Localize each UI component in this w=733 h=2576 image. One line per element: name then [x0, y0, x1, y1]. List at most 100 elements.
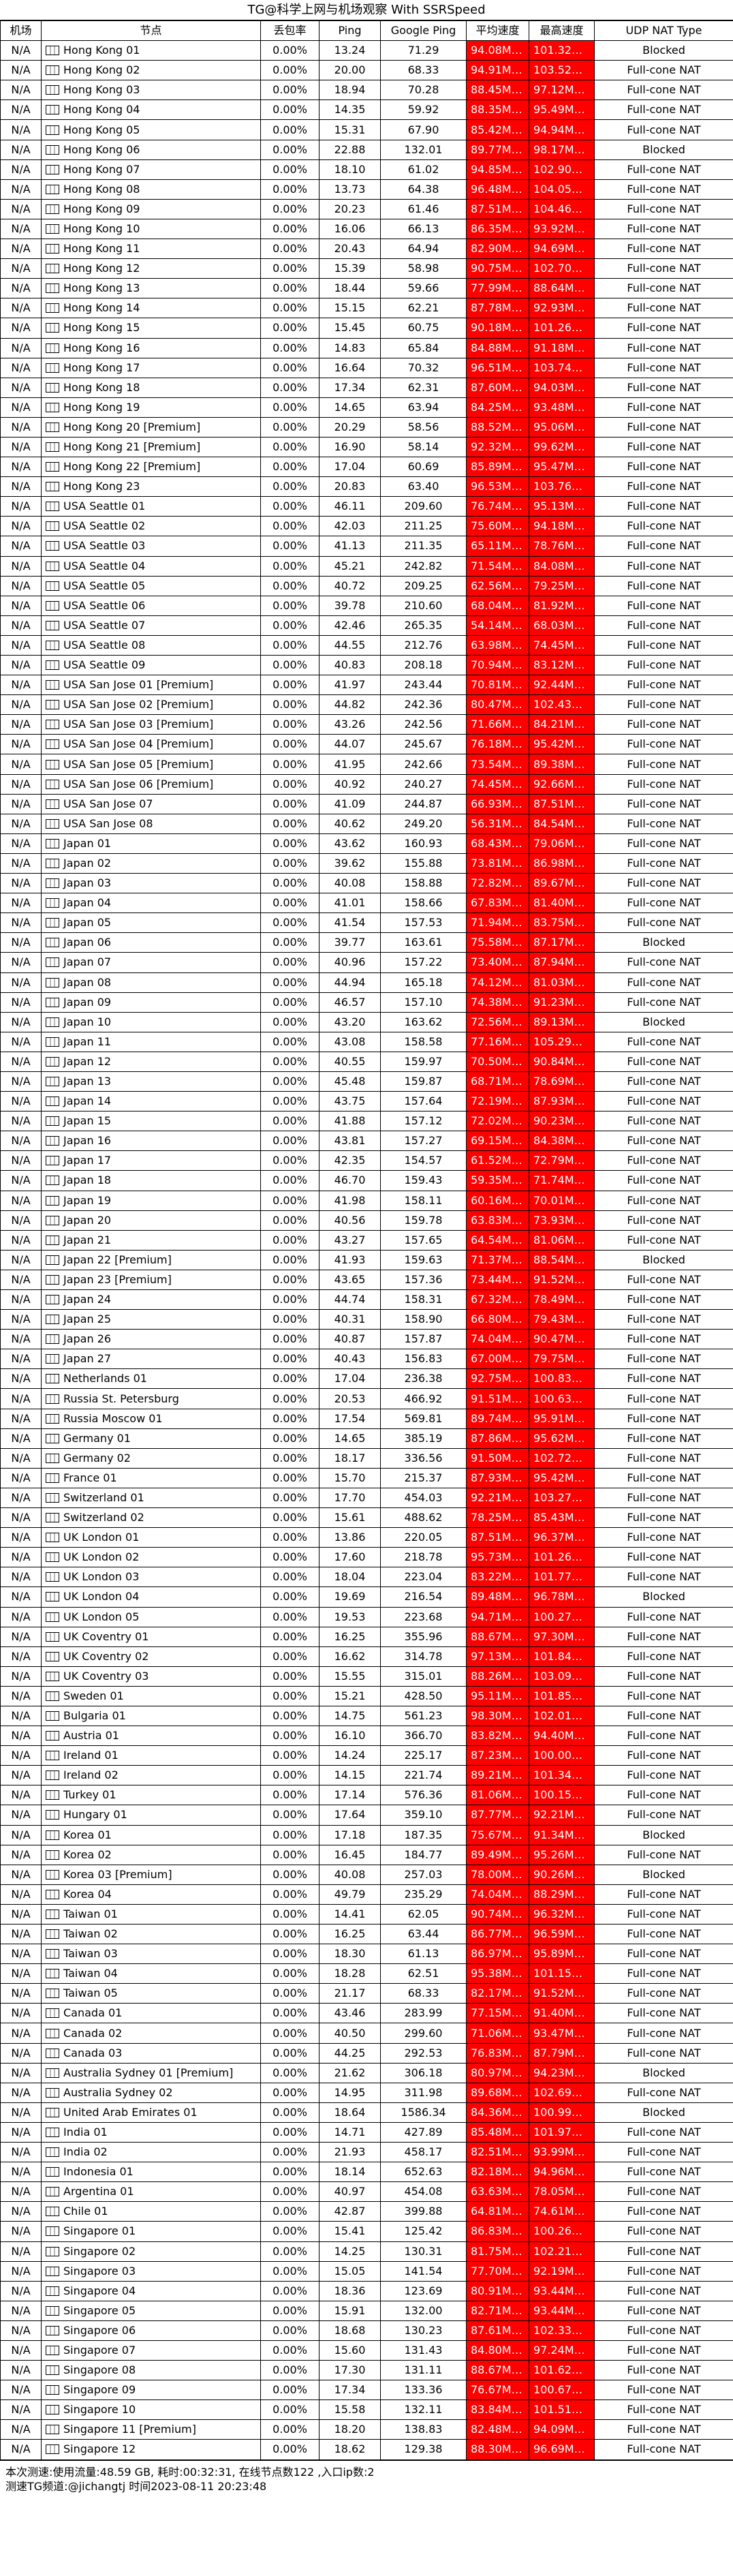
ping-cell: 17.34	[319, 377, 381, 398]
table-row: N/A USA Seattle 01 0.00% 46.11 209.60 76.74MB…	[0, 496, 733, 517]
google-ping-cell: 243.44	[380, 675, 467, 696]
max-speed-cell: 100.27MB/s	[529, 1606, 595, 1627]
udp-nat-type-cell: Full-cone NAT	[594, 1309, 733, 1330]
flag-icon	[46, 1215, 59, 1225]
airport-cell: N/A	[0, 1864, 42, 1885]
flag-icon	[46, 85, 59, 95]
google-ping-cell: 212.76	[380, 634, 467, 656]
flag-icon	[46, 977, 59, 987]
node-label: Hong Kong 11	[63, 242, 140, 256]
loss-cell: 0.00%	[260, 2419, 319, 2440]
table-row: N/A Singapore 12 0.00% 18.62 129.38 88.30MB/s…	[0, 2439, 733, 2460]
flag-icon	[46, 1116, 59, 1126]
avg-speed-cell: 83.84MB/s	[466, 2399, 529, 2421]
node-name: Hong Kong 18	[46, 382, 256, 393]
udp-nat-type-cell: Full-cone NAT	[594, 1408, 733, 1429]
node-label: UK London 01	[63, 1531, 140, 1544]
airport-cell: N/A	[0, 1150, 42, 1171]
node-name: Singapore 06	[46, 2325, 256, 2336]
udp-nat-type-cell: Full-cone NAT	[594, 1765, 733, 1786]
airport-cell: N/A	[0, 813, 42, 834]
table-row: N/A Hong Kong 16 0.00% 14.83 65.84 84.88MB/s 9…	[0, 337, 733, 358]
node-cell: Korea 04	[41, 1884, 261, 1905]
udp-nat-type-cell: Full-cone NAT	[594, 853, 733, 874]
loss-cell: 0.00%	[260, 2439, 319, 2460]
airport-cell: N/A	[0, 239, 42, 260]
flag-icon	[46, 1612, 59, 1622]
flag-icon	[46, 402, 59, 412]
node-label: USA San Jose 08	[63, 816, 153, 830]
flag-icon	[46, 2266, 59, 2276]
avg-speed-cell: 68.04MB/s	[466, 595, 529, 616]
node-name: Japan 15	[46, 1116, 256, 1126]
node-label: Japan 26	[63, 1332, 112, 1346]
node-cell: Hong Kong 20 [Premium]	[41, 416, 261, 438]
loss-cell: 0.00%	[260, 1685, 319, 1706]
udp-nat-type-cell: Full-cone NAT	[594, 1567, 733, 1588]
flag-icon	[46, 1473, 59, 1483]
table-row: N/A Hong Kong 22 [Premium] 0.00% 17.04 60.69…	[0, 457, 733, 478]
flag-icon	[46, 164, 59, 174]
flag-icon	[46, 600, 59, 611]
google-ping-cell: 466.92	[380, 1388, 467, 1409]
google-ping-cell: 62.31	[380, 377, 467, 398]
avg-speed-cell: 97.13MB/s	[466, 1646, 529, 1667]
ping-cell: 43.26	[319, 714, 381, 735]
avg-speed-cell: 90.18MB/s	[466, 318, 529, 339]
avg-speed-cell: 76.18MB/s	[466, 734, 529, 755]
ping-cell: 39.62	[319, 853, 381, 874]
node-label: Australia Sydney 02	[63, 2085, 173, 2099]
google-ping-cell: 211.25	[380, 516, 467, 537]
loss-cell: 0.00%	[260, 1388, 319, 1409]
node-cell: Japan 06	[41, 932, 261, 953]
node-cell: Argentina 01	[41, 2181, 261, 2203]
udp-nat-type-cell: Full-cone NAT	[594, 416, 733, 438]
header-max-speed: 最高速度	[529, 20, 595, 42]
loss-cell: 0.00%	[260, 1963, 319, 1984]
avg-speed-cell: 80.47MB/s	[466, 694, 529, 716]
max-speed-cell: 90.84MB/s	[529, 1051, 595, 1072]
udp-nat-type-cell: Full-cone NAT	[594, 1349, 733, 1370]
max-speed-cell: 92.44MB/s	[529, 675, 595, 696]
udp-nat-type-cell: Full-cone NAT	[594, 536, 733, 557]
google-ping-cell: 154.57	[380, 1150, 467, 1171]
google-ping-cell: 65.84	[380, 337, 467, 358]
node-cell: Switzerland 02	[41, 1507, 261, 1529]
node-cell: United Arab Emirates 01	[41, 2102, 261, 2123]
node-name: USA San Jose 02 [Premium]	[46, 699, 256, 710]
udp-nat-type-cell: Full-cone NAT	[594, 1467, 733, 1488]
max-speed-cell: 74.45MB/s	[529, 634, 595, 656]
loss-cell: 0.00%	[260, 714, 319, 735]
airport-cell: N/A	[0, 2320, 42, 2341]
node-label: USA Seattle 02	[63, 519, 146, 533]
max-speed-cell: 100.67MB/s	[529, 2380, 595, 2401]
avg-speed-cell: 77.16MB/s	[466, 1031, 529, 1052]
table-row: N/A USA San Jose 01 [Premium] 0.00% 41.97 24…	[0, 675, 733, 696]
max-speed-cell: 90.23MB/s	[529, 1111, 595, 1132]
google-ping-cell: 133.36	[380, 2380, 467, 2401]
node-cell: USA Seattle 08	[41, 634, 261, 656]
node-label: Bulgaria 01	[63, 1709, 126, 1723]
node-label: Japan 05	[63, 916, 112, 930]
node-name: Austria 01	[46, 1730, 256, 1741]
table-row: N/A France 01 0.00% 15.70 215.37 87.93MB/s 95.…	[0, 1467, 733, 1488]
udp-nat-type-cell: Full-cone NAT	[594, 476, 733, 497]
max-speed-cell: 98.17MB/s	[529, 139, 595, 160]
avg-speed-cell: 67.00MB/s	[466, 1349, 529, 1370]
footer: 本次测速:使用流量:48.59 GB, 耗时:00:32:31, 在线节点数12…	[0, 2459, 733, 2494]
udp-nat-type-cell: Full-cone NAT	[594, 2003, 733, 2024]
max-speed-cell: 91.34MB/s	[529, 1824, 595, 1845]
ping-cell: 18.68	[319, 2320, 381, 2341]
airport-cell: N/A	[0, 773, 42, 795]
flag-icon	[46, 878, 59, 889]
node-name: Canada 03	[46, 2047, 256, 2059]
node-label: Hong Kong 17	[63, 361, 140, 374]
node-label: Chile 01	[63, 2205, 108, 2218]
google-ping-cell: 242.36	[380, 694, 467, 716]
max-speed-cell: 73.93MB/s	[529, 1210, 595, 1231]
avg-speed-cell: 94.91MB/s	[466, 60, 529, 81]
node-label: UK Coventry 01	[63, 1629, 149, 1643]
max-speed-cell: 95.42MB/s	[529, 1467, 595, 1488]
table-row: N/A Germany 02 0.00% 18.17 336.56 91.50MB/s 10…	[0, 1447, 733, 1469]
table-row: N/A Russia Moscow 01 0.00% 17.54 569.81 89.74…	[0, 1408, 733, 1429]
